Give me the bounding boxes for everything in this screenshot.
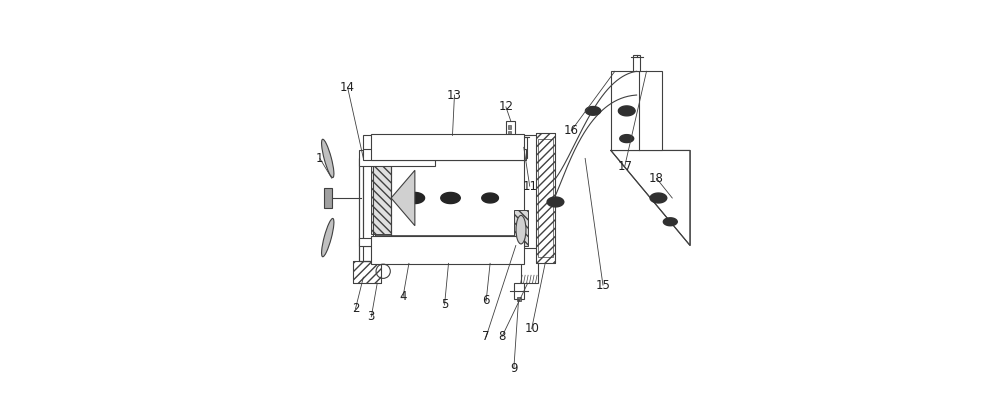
Bar (371, 236, 524, 264)
Bar (359, 158, 373, 261)
Text: 2: 2 (352, 303, 359, 315)
Bar (514, 210, 528, 246)
Bar (359, 238, 435, 246)
Bar (363, 150, 391, 246)
Text: 8: 8 (498, 330, 506, 343)
Polygon shape (495, 196, 498, 200)
Text: 4: 4 (399, 291, 407, 303)
Polygon shape (405, 192, 425, 204)
Bar (395, 236, 431, 263)
Text: 12: 12 (498, 101, 513, 113)
Polygon shape (632, 109, 635, 113)
Bar (633, 55, 640, 71)
Bar (517, 297, 521, 301)
Polygon shape (421, 195, 425, 201)
Bar (353, 261, 381, 283)
Polygon shape (391, 170, 415, 226)
Bar (403, 135, 439, 160)
Polygon shape (441, 192, 460, 204)
Polygon shape (482, 193, 498, 203)
Bar (538, 139, 553, 257)
Bar (508, 125, 511, 129)
Polygon shape (618, 106, 635, 116)
Polygon shape (611, 150, 690, 246)
Bar (371, 164, 391, 234)
Bar (508, 131, 511, 135)
Ellipse shape (322, 219, 334, 257)
Text: 6: 6 (482, 295, 490, 307)
Polygon shape (663, 218, 677, 226)
Text: 15: 15 (596, 279, 610, 291)
Polygon shape (620, 135, 634, 143)
Bar (478, 143, 483, 154)
Text: 1: 1 (316, 152, 324, 165)
Bar (476, 236, 512, 263)
Polygon shape (663, 196, 667, 200)
Polygon shape (650, 193, 667, 203)
Bar (363, 149, 526, 160)
Bar (431, 244, 436, 255)
Ellipse shape (322, 139, 334, 177)
Text: 9: 9 (510, 362, 518, 375)
Bar (359, 150, 435, 166)
Bar (521, 137, 527, 158)
Bar (324, 188, 332, 208)
Text: 10: 10 (524, 322, 539, 335)
Bar (536, 133, 555, 263)
Text: 16: 16 (564, 124, 579, 137)
Bar (508, 137, 511, 141)
Polygon shape (456, 195, 460, 201)
Bar (611, 71, 662, 150)
Text: 5: 5 (441, 299, 448, 311)
Text: 17: 17 (617, 160, 632, 173)
Text: 7: 7 (482, 330, 490, 343)
Bar (506, 121, 515, 143)
Ellipse shape (516, 215, 526, 244)
Text: 3: 3 (368, 310, 375, 323)
Bar (363, 135, 391, 261)
Bar (521, 248, 538, 283)
Bar (435, 236, 470, 263)
Bar (524, 135, 546, 261)
Bar (536, 133, 555, 263)
Bar (353, 261, 381, 283)
Bar (371, 134, 524, 160)
Text: 14: 14 (340, 81, 355, 93)
Bar (514, 283, 524, 299)
Polygon shape (631, 137, 634, 141)
Bar (482, 135, 518, 160)
Polygon shape (674, 220, 677, 224)
Text: 18: 18 (649, 172, 664, 185)
Text: 11: 11 (522, 180, 537, 192)
Polygon shape (598, 109, 601, 113)
Polygon shape (585, 107, 601, 115)
Bar (439, 143, 444, 154)
Bar (472, 244, 477, 255)
Bar (359, 158, 375, 261)
Text: 13: 13 (447, 89, 462, 101)
Polygon shape (560, 200, 564, 204)
Polygon shape (547, 197, 564, 207)
Bar (443, 135, 478, 160)
